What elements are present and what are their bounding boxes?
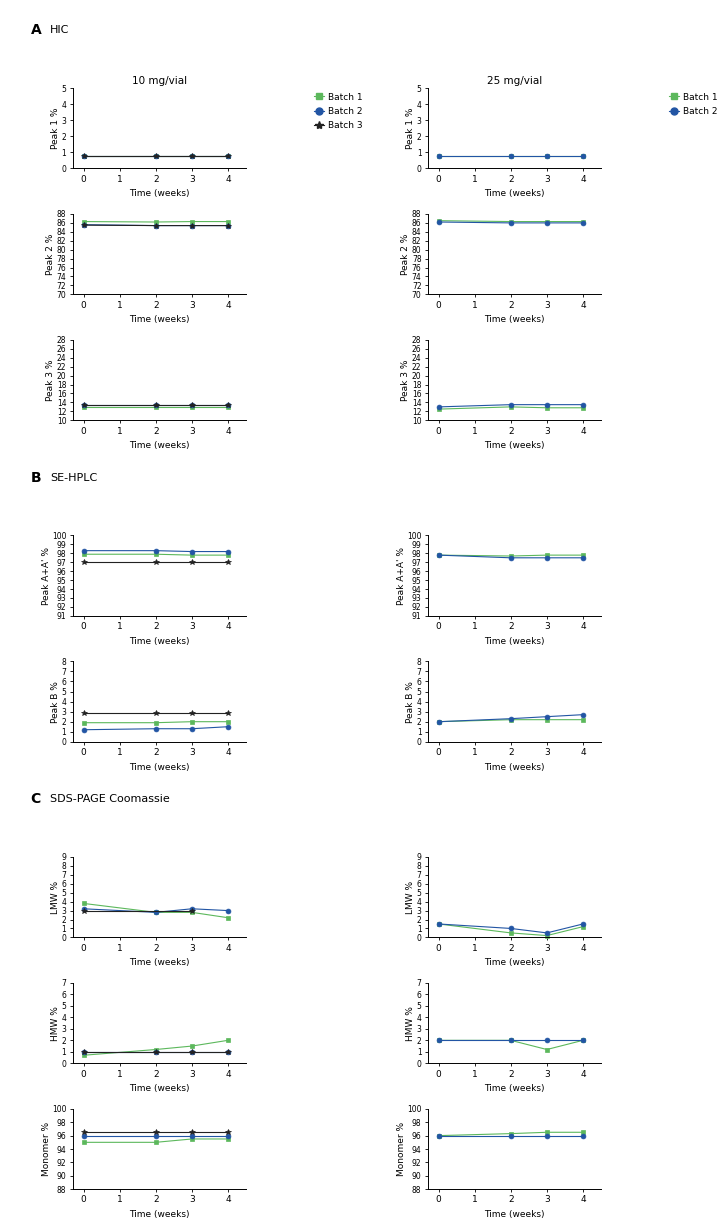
X-axis label: Time (weeks): Time (weeks): [129, 636, 190, 646]
Y-axis label: LMW %: LMW %: [406, 880, 415, 913]
Y-axis label: Peak 1 %: Peak 1 %: [406, 108, 415, 150]
Y-axis label: Peak 3 %: Peak 3 %: [401, 359, 411, 401]
X-axis label: Time (weeks): Time (weeks): [129, 315, 190, 324]
X-axis label: Time (weeks): Time (weeks): [484, 315, 545, 324]
Title: 10 mg/vial: 10 mg/vial: [132, 76, 187, 86]
Y-axis label: Peak 2 %: Peak 2 %: [47, 233, 55, 275]
X-axis label: Time (weeks): Time (weeks): [484, 763, 545, 771]
X-axis label: Time (weeks): Time (weeks): [129, 1210, 190, 1219]
Y-axis label: Peak 2 %: Peak 2 %: [401, 233, 410, 275]
Y-axis label: Peak 3 %: Peak 3 %: [47, 359, 55, 401]
Text: SDS-PAGE Coomassie: SDS-PAGE Coomassie: [50, 794, 170, 804]
Y-axis label: Monomer %: Monomer %: [396, 1122, 406, 1176]
Text: B: B: [31, 471, 41, 484]
X-axis label: Time (weeks): Time (weeks): [484, 441, 545, 450]
X-axis label: Time (weeks): Time (weeks): [129, 763, 190, 771]
X-axis label: Time (weeks): Time (weeks): [484, 636, 545, 646]
X-axis label: Time (weeks): Time (weeks): [484, 959, 545, 967]
X-axis label: Time (weeks): Time (weeks): [129, 189, 190, 199]
Legend: Batch 1, Batch 2, Batch 3: Batch 1, Batch 2, Batch 3: [313, 92, 363, 130]
Y-axis label: Peak A+A' %: Peak A+A' %: [396, 547, 406, 604]
X-axis label: Time (weeks): Time (weeks): [484, 1210, 545, 1219]
Text: HIC: HIC: [50, 26, 70, 36]
Text: SE-HPLC: SE-HPLC: [50, 473, 97, 483]
Y-axis label: Peak 1 %: Peak 1 %: [51, 108, 60, 150]
Title: 25 mg/vial: 25 mg/vial: [487, 76, 542, 86]
X-axis label: Time (weeks): Time (weeks): [484, 189, 545, 199]
Y-axis label: HMW %: HMW %: [406, 1005, 415, 1041]
Y-axis label: HMW %: HMW %: [51, 1005, 60, 1041]
Y-axis label: Monomer %: Monomer %: [41, 1122, 51, 1176]
Text: A: A: [31, 23, 41, 38]
X-axis label: Time (weeks): Time (weeks): [129, 1084, 190, 1094]
X-axis label: Time (weeks): Time (weeks): [129, 441, 190, 450]
X-axis label: Time (weeks): Time (weeks): [129, 959, 190, 967]
Text: C: C: [31, 792, 41, 807]
Legend: Batch 1, Batch 2: Batch 1, Batch 2: [669, 92, 718, 116]
Y-axis label: LMW %: LMW %: [51, 880, 60, 913]
Y-axis label: Peak B %: Peak B %: [51, 680, 60, 722]
Y-axis label: Peak A+A' %: Peak A+A' %: [41, 547, 51, 604]
X-axis label: Time (weeks): Time (weeks): [484, 1084, 545, 1094]
Y-axis label: Peak B %: Peak B %: [406, 680, 415, 722]
